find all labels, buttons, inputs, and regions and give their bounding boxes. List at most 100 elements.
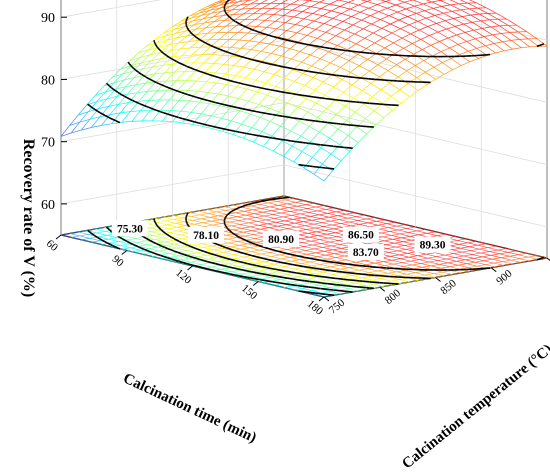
floor-mesh-line — [258, 223, 268, 226]
floor-contour-line — [178, 260, 183, 264]
floor-contour-line — [170, 249, 174, 252]
floor-mesh-line — [303, 267, 314, 271]
floor-contour-line — [349, 279, 357, 282]
floor-mesh-line — [154, 237, 164, 240]
floor-contour-line — [143, 248, 148, 252]
surface-mesh-line — [334, 26, 345, 31]
floor-mesh-line — [91, 240, 100, 243]
surface-mesh-line — [412, 0, 424, 5]
surface-mesh-line — [305, 20, 315, 27]
surface-mesh-line — [382, 96, 392, 104]
surface-mesh-line — [254, 68, 265, 73]
surface-mesh-line — [436, 23, 447, 30]
floor-contour-line — [228, 212, 231, 215]
surface-mesh-line — [99, 106, 109, 118]
floor-mesh-line — [395, 221, 406, 225]
floor-mesh-line — [137, 242, 148, 246]
floor-contour-line — [343, 278, 349, 281]
floor-contour-line — [153, 241, 157, 245]
surface-mesh-line — [115, 79, 125, 90]
floor-contour-line — [261, 272, 267, 276]
surface-mesh-line — [365, 118, 376, 126]
floor-mesh-line — [322, 247, 333, 251]
surface-contour-line — [313, 71, 320, 74]
floor-contour-line — [162, 230, 166, 234]
surface-mesh-line — [391, 32, 403, 39]
floor-mesh-line — [272, 212, 282, 215]
floor-mesh-line — [249, 247, 260, 251]
surface-mesh-line — [424, 7, 434, 12]
floor-mesh-line — [460, 247, 471, 251]
surface-mesh-line — [250, 49, 262, 52]
floor-mesh-line — [369, 272, 380, 276]
floor-mesh-line — [415, 226, 426, 230]
floor-contour-line — [153, 218, 156, 221]
surface-mesh-line — [221, 5, 231, 12]
surface-mesh-line — [288, 38, 299, 43]
surface-mesh-line — [319, 122, 329, 133]
floor-mesh-line — [395, 246, 407, 250]
floor-contour-line — [165, 233, 168, 236]
surface-mesh-line — [444, 18, 454, 22]
floor-contour-line — [166, 233, 170, 237]
floor-contour-line — [210, 253, 216, 256]
floor-mesh-line — [171, 236, 182, 240]
floor-mesh-line — [218, 259, 227, 262]
floor-mesh-line — [230, 221, 241, 225]
surface-mesh-line — [370, 76, 380, 84]
surface-mesh-line — [516, 24, 527, 32]
surface-mesh-line — [366, 0, 372, 2]
surface-mesh-line — [322, 15, 333, 19]
floor-mesh-line — [323, 271, 334, 275]
floor-contour-line — [330, 269, 337, 273]
surface-mesh-line — [228, 1, 239, 4]
surface-mesh-line — [175, 30, 186, 34]
floor-mesh-line — [190, 260, 200, 263]
surface-mesh-line — [137, 91, 148, 94]
floor-mesh-line — [95, 228, 106, 232]
surface-mesh-line — [519, 39, 531, 48]
surface-mesh-line — [294, 73, 304, 82]
surface-mesh-line — [108, 96, 118, 107]
floor-mesh-line — [243, 231, 254, 235]
floor-contour-line — [297, 284, 304, 288]
surface-mesh-line — [158, 89, 168, 101]
contour-label: 86.50 — [342, 226, 379, 243]
surface-mesh-line — [360, 0, 368, 2]
floor-contour-line — [186, 223, 189, 226]
floor-contour-line — [196, 248, 201, 251]
floor-mesh-line — [286, 247, 296, 250]
floor-mesh-line — [334, 253, 345, 257]
floor-mesh-line — [257, 266, 268, 270]
surface-mesh-line — [106, 96, 118, 100]
floor-mesh-line — [297, 230, 309, 234]
surface-mesh-line — [437, 28, 447, 33]
floor-mesh-line — [96, 231, 106, 234]
floor-mesh-line — [269, 205, 279, 208]
surface-contour-line — [184, 92, 188, 96]
floor-mesh-line — [382, 236, 393, 240]
floor-mesh-line — [255, 217, 267, 221]
floor-contour-line — [326, 288, 334, 291]
floor-contour-line — [108, 229, 111, 231]
surface-contour-line — [99, 111, 103, 115]
surface-mesh-line — [366, 48, 377, 54]
floor-mesh-line — [192, 220, 203, 223]
surface-mesh-line — [519, 38, 529, 40]
x-tick — [121, 250, 128, 255]
floor-mesh-line — [344, 210, 355, 213]
floor-mesh-line — [204, 249, 214, 252]
floor-mesh-line — [209, 215, 219, 218]
floor-mesh-line — [341, 272, 353, 276]
surface-mesh-line — [316, 94, 326, 104]
floor-mesh-line — [246, 239, 257, 243]
surface-mesh-line — [242, 137, 254, 143]
surface-mesh-line — [178, 35, 188, 44]
floor-mesh-line — [356, 214, 365, 217]
floor-mesh-line — [172, 215, 183, 219]
surface-mesh-line — [385, 1, 397, 6]
surface-contour-line — [291, 140, 298, 143]
floor-contour-line — [281, 251, 287, 255]
surface-contour-line — [200, 70, 205, 74]
floor-mesh-line — [268, 202, 279, 206]
